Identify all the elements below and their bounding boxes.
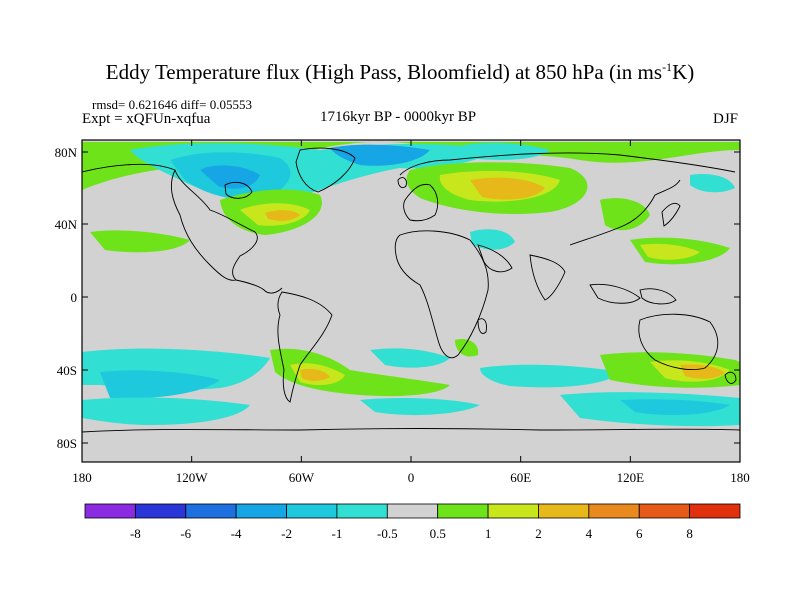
yellow-region <box>640 243 700 260</box>
season-label: DJF <box>712 111 738 127</box>
east-asia-coast <box>569 179 681 246</box>
colorbar-label: 1 <box>485 526 492 541</box>
colorbar-swatch <box>286 503 338 519</box>
antarctica-coast <box>82 428 740 433</box>
colorbar-label: -4 <box>231 526 242 541</box>
africa-coast <box>394 230 489 359</box>
anomaly-field-south <box>82 339 740 427</box>
experiment-label: Expt = xQFUn-xqfua <box>82 111 211 127</box>
blue-region <box>620 399 730 416</box>
colorbar-label: 4 <box>586 526 593 541</box>
colorbar-label: -6 <box>180 526 191 541</box>
uk-coast <box>397 177 407 189</box>
green-region <box>455 339 479 357</box>
colorbar-swatch <box>386 503 439 519</box>
lat-tick-label: 80N <box>55 145 78 160</box>
lat-tick-label: 40N <box>55 217 78 232</box>
orange-region <box>470 177 545 200</box>
colorbar-swatch <box>84 503 136 519</box>
lon-tick-label: 180 <box>730 470 750 485</box>
cyan-region <box>370 348 450 368</box>
cyan-region <box>330 144 430 166</box>
anomaly-field-north <box>82 141 740 265</box>
colorbar-swatch <box>185 503 237 519</box>
madagascar-coast <box>477 318 487 334</box>
lat-tick-label: 40S <box>57 363 77 378</box>
latitude-axis: 80N 40N 0 40S 80S <box>55 145 740 451</box>
orange-region <box>300 368 330 381</box>
europe-coast <box>403 183 439 222</box>
lon-tick-label: 120W <box>176 470 209 485</box>
lon-tick-label: 120E <box>617 470 645 485</box>
colorbar-label: 8 <box>686 526 693 541</box>
cyan-region <box>470 229 515 250</box>
australia-coast <box>638 313 719 371</box>
hudson-bay <box>224 181 253 199</box>
colorbar-label: -2 <box>281 526 292 541</box>
orange-region <box>265 210 300 221</box>
cyan-region <box>360 397 480 416</box>
colorbar-swatch <box>437 503 489 519</box>
lon-tick-label: 180 <box>72 470 92 485</box>
colorbar-swatch <box>689 503 741 519</box>
colorbar-swatch <box>235 503 287 519</box>
new-zealand-coast <box>724 371 737 384</box>
cyan-region <box>82 397 250 425</box>
lat-tick-label: 80S <box>57 436 77 451</box>
period-label: 1716kyr BP - 0000kyr BP <box>320 109 477 125</box>
eurasia-coast <box>399 152 736 176</box>
longitude-axis: 180 120W 60W 0 60E 120E 180 <box>72 140 750 485</box>
colorbar-swatch <box>487 503 539 519</box>
colorbar-label: 0.5 <box>430 526 446 541</box>
cyan-region <box>450 142 550 160</box>
lat-tick-label: 0 <box>71 290 78 305</box>
orange-region <box>680 364 725 379</box>
japan-coast <box>661 202 681 227</box>
colorbar-label: 2 <box>535 526 542 541</box>
map-panel <box>82 140 740 462</box>
stats-label: rmsd= 0.621646 diff= 0.05553 <box>92 97 252 112</box>
colorbar: -8 -6 -4 -2 -1 -0.5 0.5 1 2 4 6 8 <box>84 503 741 541</box>
south-america-coast <box>277 291 333 403</box>
colorbar-label: 6 <box>636 526 643 541</box>
colorbar-label: -8 <box>130 526 141 541</box>
greenland-coast <box>295 147 356 193</box>
colorbar-swatch <box>638 503 691 519</box>
arabia-coast <box>477 244 513 273</box>
colorbar-swatch <box>336 503 388 519</box>
cyan-region <box>480 364 620 388</box>
colorbar-swatch <box>588 503 640 519</box>
figure-title: Eddy Temperature flux (High Pass, Bloomf… <box>105 60 695 84</box>
cyan-region <box>100 370 220 399</box>
lon-tick-label: 60E <box>510 470 531 485</box>
north-america-west-coast <box>170 169 237 281</box>
lon-tick-label: 0 <box>408 470 415 485</box>
colorbar-swatch <box>538 503 590 519</box>
coastlines <box>82 147 740 433</box>
lon-tick-label: 60W <box>289 470 315 485</box>
southeast-asia-islands <box>589 283 677 305</box>
green-region <box>600 198 650 231</box>
colorbar-label: -1 <box>332 526 343 541</box>
colorbar-swatch <box>134 503 187 519</box>
colorbar-label: -0.5 <box>377 526 398 541</box>
cyan-region <box>690 174 735 193</box>
blue-region <box>200 165 260 189</box>
india-coast <box>529 254 566 301</box>
green-region <box>90 230 190 253</box>
